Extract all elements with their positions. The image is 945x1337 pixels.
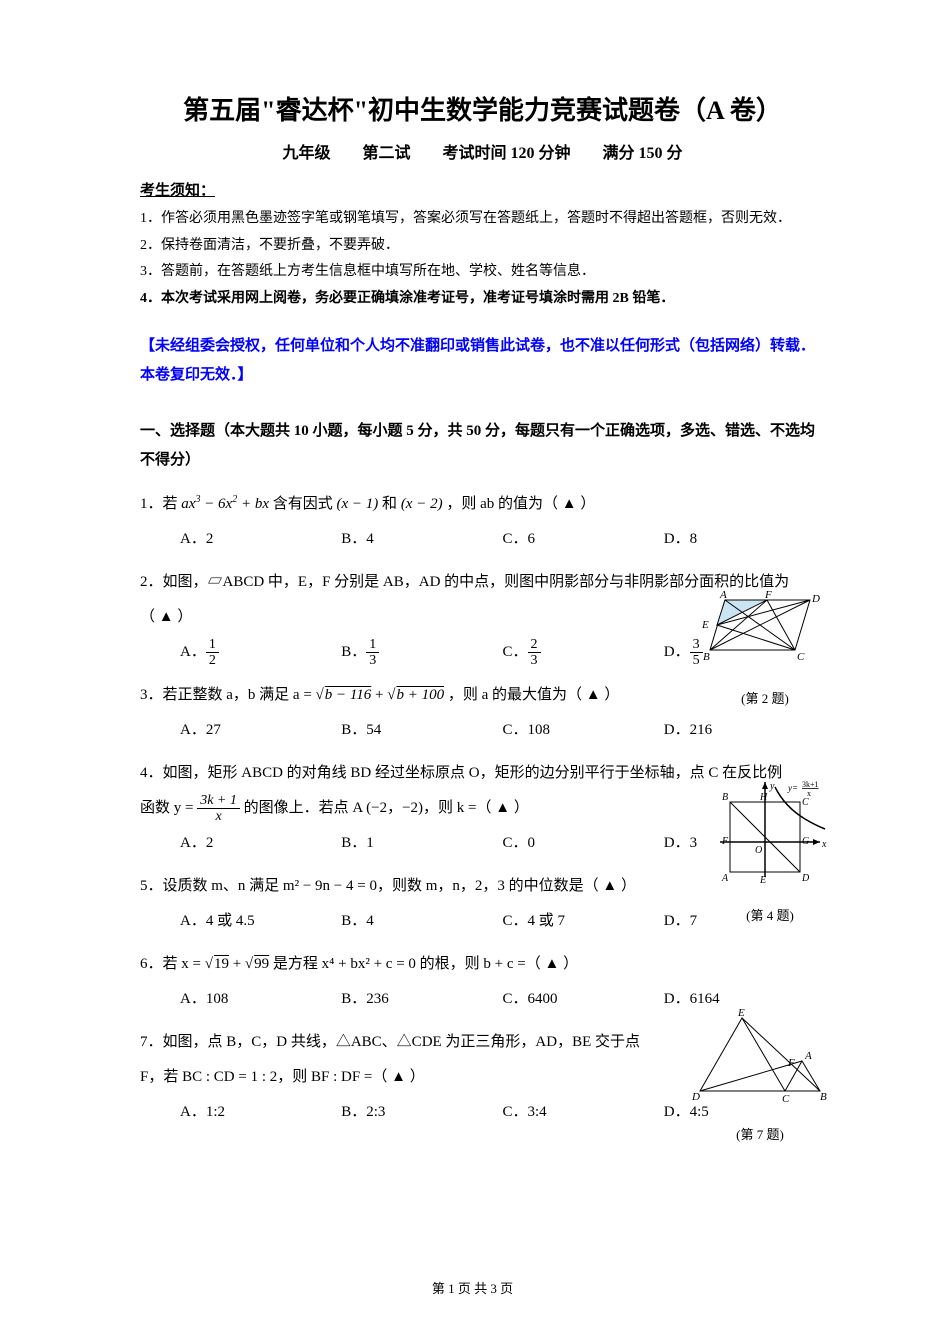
q3-rad2: b + 100: [395, 687, 444, 703]
q1-option-d: D．8: [664, 523, 825, 556]
q7-option-c: C．3:4: [503, 1096, 664, 1129]
q3-option-c: C．108: [503, 714, 664, 747]
svg-text:G: G: [802, 836, 809, 847]
svg-text:y: y: [769, 781, 775, 792]
q2-option-a: A．12: [180, 636, 341, 669]
q7-option-a: A．1:2: [180, 1096, 341, 1129]
q3-plus: +: [375, 687, 387, 703]
q4-text: 的图像上．若点 A (−2，−2)，则 k =（ ▲ ）: [244, 800, 529, 816]
q1-option-b: B．4: [341, 523, 502, 556]
subtitle: 九年级 第二试 考试时间 120 分钟 满分 150 分: [140, 139, 825, 163]
q1-text: 含有因式: [273, 496, 333, 512]
svg-text:E: E: [737, 1007, 745, 1019]
svg-text:C: C: [782, 1093, 790, 1105]
notice-heading: 考生须知：: [140, 179, 825, 200]
q7-figure: E D C B A F (第 7 题): [690, 1006, 830, 1150]
q2-option-c: C．23: [503, 636, 664, 669]
notice-item: 3．答题前，在答题纸上方考生信息框中填写所在地、学校、姓名等信息．: [140, 259, 825, 286]
svg-text:x: x: [807, 789, 811, 798]
svg-text:F: F: [787, 1057, 795, 1069]
svg-text:E: E: [701, 619, 709, 631]
q3-text: 3．若正整数 a，b 满足 a =: [140, 687, 316, 703]
question-5: 5．设质数 m、n 满足 m² − 9n − 4 = 0，则数 m，n，2，3 …: [140, 870, 825, 938]
q5-option-a: A．4 或 4.5: [180, 905, 341, 938]
q6-rad2: 99: [253, 956, 269, 972]
q5-stem: 5．设质数 m、n 满足 m² − 9n − 4 = 0，则数 m，n，2，3 …: [140, 870, 825, 903]
q3-rad1: b − 116: [324, 687, 372, 703]
q4-option-b: B．1: [341, 827, 502, 860]
q5-option-b: B．4: [341, 905, 502, 938]
q1-text: ，则 ab 的值为（ ▲ ）: [446, 496, 595, 512]
q1-expr: ax3 − 6x2 + bx: [181, 496, 269, 512]
notice-item: 4．本次考试采用网上阅卷，务必要正确填涂准考证号，准考证号填涂时需用 2B 铅笔…: [140, 286, 825, 313]
q5-option-d: D．7: [664, 905, 825, 938]
q7-option-b: B．2:3: [341, 1096, 502, 1129]
question-3: 3．若正整数 a，b 满足 a = √b − 116 + √b + 100 ，则…: [140, 679, 825, 747]
section-1-heading: 一、选择题（本大题共 10 小题，每小题 5 分，共 50 分，每题只有一个正确…: [140, 417, 825, 474]
svg-text:C: C: [797, 651, 805, 663]
q7-fig-label: (第 7 题): [690, 1121, 830, 1150]
q3-option-a: A．27: [180, 714, 341, 747]
q6-plus: +: [233, 956, 245, 972]
notice-item: 2．保持卷面清洁，不要折叠，不要弄破．: [140, 233, 825, 260]
question-4: 4．如图，矩形 ABCD 的对角线 BD 经过坐标原点 O，矩形的边分别平行于坐…: [140, 757, 825, 860]
q4-option-c: C．0: [503, 827, 664, 860]
svg-text:x: x: [821, 839, 827, 850]
svg-text:F: F: [721, 836, 729, 847]
svg-text:B: B: [820, 1091, 827, 1103]
svg-text:H: H: [759, 792, 768, 803]
svg-text:D: D: [811, 593, 820, 605]
question-2: 2．如图，▱ABCD 中，E，F 分别是 AB，AD 的中点，则图中阴影部分与非…: [140, 566, 825, 669]
page-title: 第五届"睿达杯"初中生数学能力竞赛试题卷（A 卷）: [140, 90, 825, 127]
q4-option-a: A．2: [180, 827, 341, 860]
copyright-warning: 【未经组委会授权，任何单位和个人均不准翻印或销售此试卷，也不准以任何形式（包括网…: [140, 332, 825, 389]
q1-option-c: C．6: [503, 523, 664, 556]
q3-option-d: D．216: [664, 714, 825, 747]
q2-option-b: B．13: [341, 636, 502, 669]
q3-text: ，则 a 的最大值为（ ▲ ）: [448, 687, 620, 703]
svg-text:B: B: [722, 792, 728, 803]
q1-text: 和: [382, 496, 397, 512]
q6-rad1: 19: [213, 956, 229, 972]
q4-text: 函数 y =: [140, 800, 197, 816]
svg-text:C: C: [802, 797, 809, 808]
notice-item: 1．作答必须用黑色墨迹签字笔或钢笔填写，答案必须写在答题纸上，答题时不得超出答题…: [140, 206, 825, 233]
svg-text:A: A: [719, 590, 727, 601]
svg-text:A: A: [804, 1050, 812, 1062]
full-score: 满分 150 分: [603, 145, 683, 162]
q1-factor1: (x − 1): [337, 496, 379, 512]
round: 第二试: [362, 145, 410, 162]
question-7: 7．如图，点 B，C，D 共线，△ABC、△CDE 为正三角形，AD，BE 交于…: [140, 1026, 825, 1129]
question-1: 1．若 ax3 − 6x2 + bx 含有因式 (x − 1) 和 (x − 2…: [140, 488, 825, 556]
q6-option-c: C．6400: [503, 983, 664, 1016]
q1-text: 1．若: [140, 496, 178, 512]
svg-text:D: D: [691, 1091, 700, 1103]
grade: 九年级: [282, 145, 330, 162]
q1-option-a: A．2: [180, 523, 341, 556]
q6-text: 是方程 x⁴ + bx² + c = 0 的根，则 b + c =（ ▲ ）: [273, 956, 578, 972]
svg-text:3k+1: 3k+1: [802, 780, 819, 789]
exam-time: 考试时间 120 分钟: [443, 145, 571, 162]
q5-option-c: C．4 或 7: [503, 905, 664, 938]
q3-option-b: B．54: [341, 714, 502, 747]
svg-text:y=: y=: [787, 783, 798, 793]
q6-option-b: B．236: [341, 983, 502, 1016]
q6-option-a: A．108: [180, 983, 341, 1016]
svg-text:O: O: [755, 845, 762, 856]
svg-text:F: F: [764, 590, 772, 601]
svg-text:B: B: [703, 651, 710, 663]
section-1-text: 一、选择题（本大题共 10 小题，每小题 5 分，共 50 分，每题只有一个正确…: [140, 423, 815, 468]
page-footer: 第 1 页 共 3 页: [0, 1278, 945, 1297]
q1-factor2: (x − 2): [401, 496, 443, 512]
q6-text: 6．若 x =: [140, 956, 205, 972]
